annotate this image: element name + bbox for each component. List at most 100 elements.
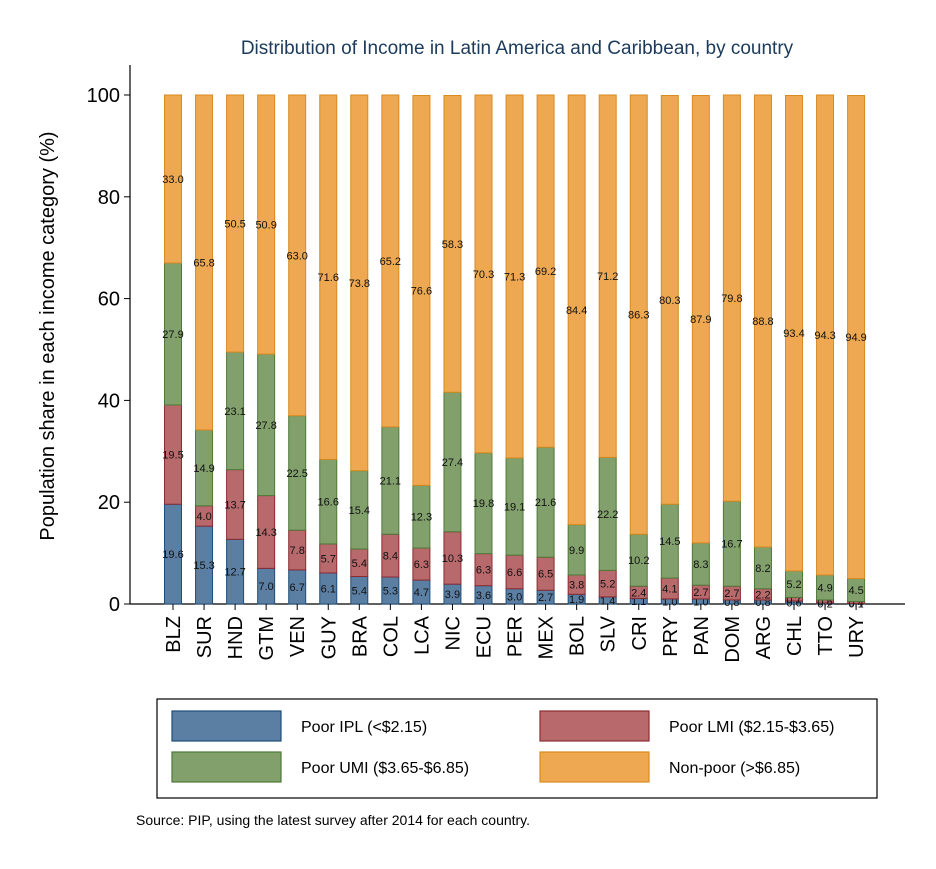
data-label: 70.3 [473,269,494,281]
data-label: 93.4 [783,328,804,340]
x-tick-label: GUY [318,616,340,659]
x-tick-label: ARG [753,616,775,659]
data-label: 22.5 [286,468,307,480]
data-label: 14.5 [659,536,680,548]
chart-title: Distribution of Income in Latin America … [241,38,794,59]
data-label: 19.5 [162,450,183,462]
data-label: 14.9 [193,463,214,475]
data-label: 23.1 [224,406,245,418]
x-tick-label: TTO [815,616,837,656]
data-label: 84.4 [566,305,587,317]
source-note: Source: PIP, using the latest survey aft… [136,812,530,828]
x-tick-label: CHL [784,616,806,656]
data-label: 6.1 [321,583,336,595]
data-label: 94.3 [814,330,835,342]
data-label: 8.2 [755,563,770,575]
bar-segment [443,95,462,393]
data-label: 22.2 [597,509,618,521]
x-tick-label: ECU [474,616,496,658]
y-axis-label: Population share in each income category… [37,131,59,540]
data-label: 21.6 [535,497,556,509]
data-label: 2.7 [724,588,739,600]
data-label: 1.4 [600,595,615,607]
data-label: 88.8 [752,316,773,328]
bar-segment [722,94,741,502]
plot-area: 0 20 40 60 80 100 19.6 19.5 27.9 33.0 BLZ 15.3 4.0 14… [87,65,905,663]
bar-segment [785,95,803,572]
data-label: 10.3 [442,553,463,565]
data-label: 5.3 [383,586,398,598]
data-label: 6.7 [290,582,305,594]
data-label: 27.9 [162,329,183,341]
legend-swatch [171,710,282,742]
x-tick-label: COL [380,616,402,657]
data-label: 8.3 [693,559,708,571]
data-label: 16.7 [721,539,742,551]
data-label: 10.2 [628,555,649,567]
x-tick-label: PAN [691,616,713,656]
bar-segment [567,94,586,526]
bar-segment [474,94,493,454]
data-label: 19.8 [473,498,494,510]
legend-label: Poor UMI ($3.65-$6.85) [301,760,469,777]
bar-segment [319,94,338,460]
x-tick-label: SUR [194,616,216,658]
data-label: 1.0 [693,596,708,608]
data-label: 7.8 [290,545,305,557]
data-label: 14.3 [255,527,276,539]
data-label: 3.8 [569,580,584,592]
data-label: 5.2 [786,579,801,591]
data-label: 69.2 [535,266,556,278]
data-label: 2.7 [538,592,553,604]
x-tick-label: SLV [598,615,620,652]
x-tick-label: BOL [567,616,589,656]
bar-segment [412,95,431,486]
data-label: 63.0 [286,250,307,262]
data-label: 5.4 [352,558,367,570]
data-label: 87.9 [690,314,711,326]
data-label: 65.8 [193,257,214,269]
legend-label: Poor IPL (<$2.15) [301,719,427,736]
data-label: 6.5 [538,569,553,581]
data-label: 76.6 [411,285,432,297]
data-label: 5.7 [321,553,336,565]
y-tick-label: 100 [87,85,120,107]
data-label: 2.4 [631,587,646,599]
bar-segment [226,94,245,353]
data-label: 19.1 [504,502,525,514]
data-label: 71.3 [504,271,525,283]
data-label: 8.4 [383,551,398,563]
y-tick-label: 20 [98,492,120,514]
legend-label: Non-poor (>$6.85) [669,760,800,777]
bar-segment [536,94,555,448]
data-label: 5.2 [600,579,615,591]
data-label: 21.1 [380,476,401,488]
data-label: 4.7 [414,587,429,599]
x-tick-label: NIC [442,616,464,650]
bar-segment [753,94,772,548]
data-label: 13.7 [224,499,245,511]
x-tick-label: URY [846,616,868,658]
y-tick-label: 60 [98,289,120,311]
legend-swatch [539,710,650,742]
data-label: 9.9 [569,545,584,557]
data-label: 15.4 [349,505,370,517]
data-label: 65.2 [380,256,401,268]
bar-segment [288,94,307,417]
x-tick-label: MEX [536,616,558,659]
x-tick-label: PER [505,616,527,657]
legend-swatch [539,751,650,783]
data-label: 15.3 [193,560,214,572]
data-label: 12.3 [411,512,432,524]
bar-segment [164,94,182,264]
data-label: 33.0 [162,174,183,186]
data-label: 2.2 [755,589,770,601]
data-label: 19.6 [162,549,183,561]
data-label: 12.7 [224,567,245,579]
bar-segment [660,95,679,505]
data-label: 86.3 [628,310,649,322]
data-label: 71.6 [318,272,339,284]
data-label: 50.9 [255,220,276,232]
